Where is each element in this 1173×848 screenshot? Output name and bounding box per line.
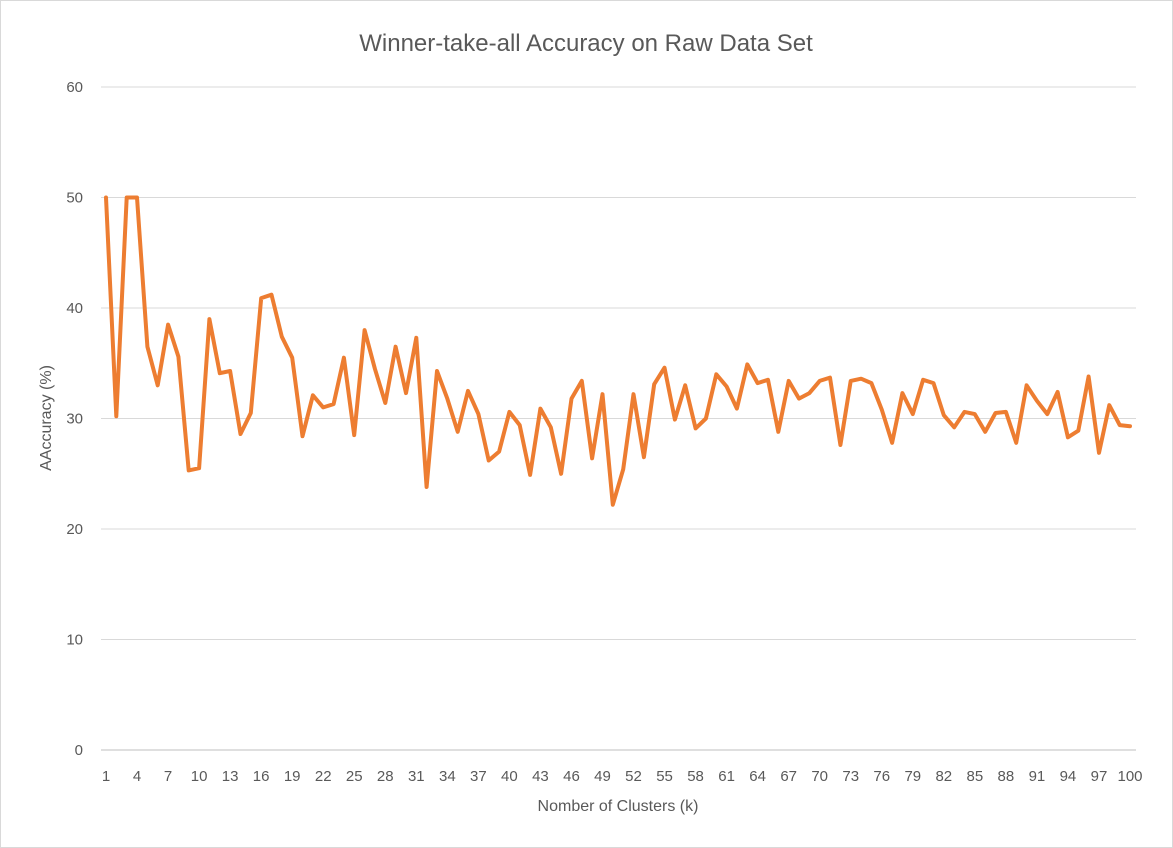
x-tick-label: 28 (377, 768, 394, 785)
y-tick-label: 20 (66, 521, 83, 538)
y-axis-ticks: 0 10 20 30 40 50 60 (66, 79, 83, 759)
chart-title: Winner-take-all Accuracy on Raw Data Set (359, 30, 813, 57)
x-tick-label: 61 (718, 768, 735, 785)
x-axis-title: Nomber of Clusters (k) (538, 798, 699, 815)
x-tick-label: 4 (133, 768, 141, 785)
x-tick-label: 7 (164, 768, 172, 785)
y-tick-label: 10 (66, 632, 83, 649)
x-tick-label: 31 (408, 768, 425, 785)
x-tick-label: 1 (102, 768, 110, 785)
x-tick-label: 82 (935, 768, 952, 785)
x-tick-label: 94 (1060, 768, 1077, 785)
x-tick-label: 25 (346, 768, 363, 785)
x-tick-label: 16 (253, 768, 270, 785)
x-tick-label: 79 (904, 768, 921, 785)
series-layer (104, 195, 1132, 507)
series-line (104, 195, 1132, 507)
x-tick-label: 46 (563, 768, 580, 785)
x-tick-label: 19 (284, 768, 301, 785)
y-tick-label: 0 (75, 742, 83, 759)
y-tick-label: 50 (66, 190, 83, 207)
x-tick-label: 37 (470, 768, 487, 785)
y-tick-label: 60 (66, 79, 83, 96)
x-tick-label: 10 (191, 768, 208, 785)
x-tick-label: 100 (1117, 768, 1142, 785)
y-tick-label: 30 (66, 411, 83, 428)
x-axis-ticks: 1 4 7 10 13 16 19 22 25 28 31 34 37 40 43 46 49 52 55 58 61 6… (102, 768, 1143, 785)
x-tick-label: 67 (780, 768, 797, 785)
y-tick-label: 40 (66, 300, 83, 317)
x-tick-label: 73 (842, 768, 859, 785)
x-tick-label: 49 (594, 768, 611, 785)
x-tick-label: 76 (873, 768, 890, 785)
x-tick-label: 52 (625, 768, 642, 785)
x-tick-label: 58 (687, 768, 704, 785)
x-tick-label: 85 (967, 768, 984, 785)
x-tick-label: 91 (1029, 768, 1046, 785)
x-tick-label: 34 (439, 768, 456, 785)
gridlines (101, 86, 1136, 751)
x-tick-label: 40 (501, 768, 518, 785)
x-tick-label: 22 (315, 768, 332, 785)
x-tick-label: 70 (811, 768, 828, 785)
x-tick-label: 43 (532, 768, 549, 785)
x-tick-label: 88 (998, 768, 1015, 785)
y-axis-title: AAccuracy (%) (38, 365, 55, 471)
x-tick-label: 55 (656, 768, 673, 785)
x-tick-label: 97 (1091, 768, 1108, 785)
x-tick-label: 13 (222, 768, 239, 785)
x-tick-label: 64 (749, 768, 766, 785)
